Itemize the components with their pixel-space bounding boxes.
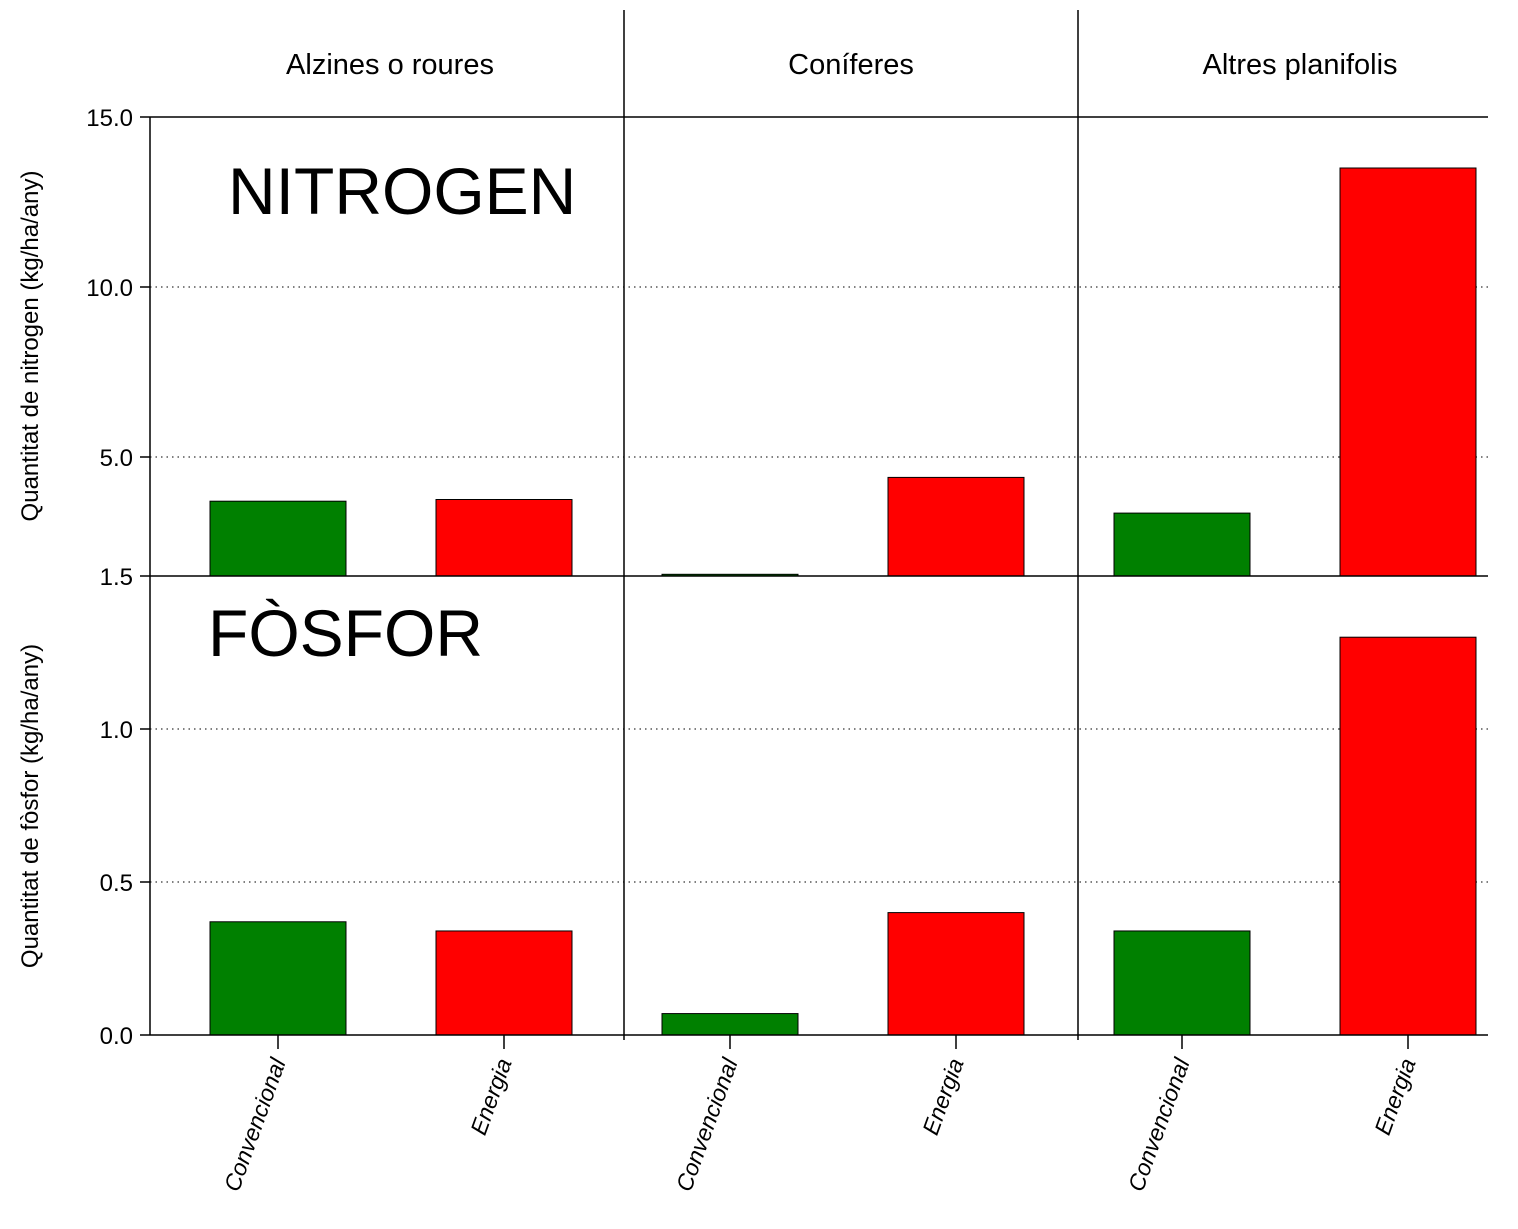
bar-fosfor-0-convencional	[209, 921, 347, 1036]
group-header-2: Altres planifolis	[1202, 49, 1397, 81]
y-tick-label-1-2: 1.0	[100, 717, 133, 744]
x-tick-label-2-convencional: Convencional	[1123, 1054, 1195, 1195]
group-header-0: Alzines o roures	[286, 49, 494, 81]
x-tick-label-0-convencional: Convencional	[219, 1054, 291, 1195]
bar-nitrogen-0-energia	[435, 499, 573, 577]
y-tick-label-0-3: 15.0	[86, 105, 133, 132]
bar-nitrogen-2-convencional	[1113, 512, 1251, 577]
y-tick-label-0-2: 10.0	[86, 275, 133, 302]
bar-nitrogen-2-energia	[1339, 167, 1477, 577]
x-tick-label-1-energia: Energia	[917, 1055, 969, 1138]
bar-fosfor-2-energia	[1339, 636, 1477, 1036]
y-tick-label-1-1: 0.5	[100, 870, 133, 897]
bar-fosfor-1-energia	[887, 912, 1025, 1036]
bar-fosfor-0-energia	[435, 930, 573, 1036]
panel-title-1: FÒSFOR	[208, 596, 483, 670]
y-tick-label-0-0: 1.5	[100, 564, 133, 591]
panel-title-0: NITROGEN	[228, 154, 576, 228]
y-tick-label-1-0: 0.0	[100, 1023, 133, 1050]
bar-nitrogen-1-energia	[887, 476, 1025, 577]
group-header-1: Coníferes	[788, 49, 914, 81]
y-axis-label-1: Quantitat de fòsfor (kg/ha/any)	[17, 644, 44, 968]
x-tick-label-0-energia: Energia	[465, 1055, 517, 1138]
grid-layer	[150, 286, 1488, 883]
bar-fosfor-1-convencional	[661, 1013, 799, 1036]
y-tick-label-0-1: 5.0	[100, 445, 133, 472]
x-tick-label-1-convencional: Convencional	[671, 1054, 743, 1195]
axis-layer	[140, 10, 1488, 1049]
bar-fosfor-2-convencional	[1113, 930, 1251, 1036]
bar-nitrogen-0-convencional	[209, 500, 347, 577]
bar-layer	[209, 167, 1477, 1036]
x-tick-label-2-energia: Energia	[1369, 1055, 1421, 1138]
y-axis-label-0: Quantitat de nitrogen (kg/ha/any)	[17, 171, 44, 522]
